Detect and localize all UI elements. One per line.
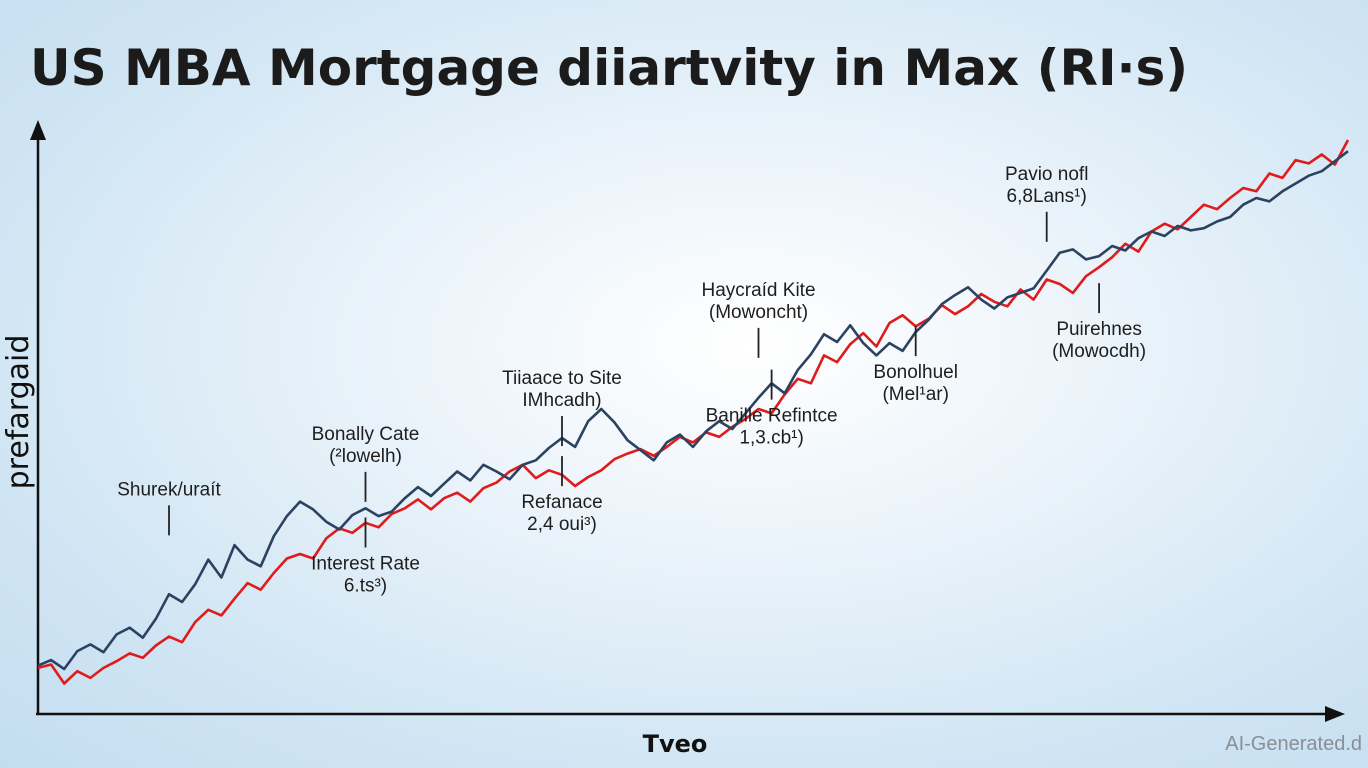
- x-axis-label: Tveo: [643, 730, 708, 758]
- chart-title: US MBA Mortgage diiartvity in Max (RI·s): [30, 39, 1188, 97]
- annotation-7: Haycraíd Kite(Mowoncht): [701, 280, 816, 358]
- annotation-label: Tiiaace to Site: [502, 368, 622, 389]
- annotation-label: 2,4 oui³): [527, 514, 597, 535]
- series-line-2: [37, 150, 1349, 671]
- annotation-label: IMhcadh): [522, 390, 601, 411]
- annotation-label: Interest Rate: [311, 553, 420, 574]
- annotation-label: Bonally Cate: [312, 424, 420, 445]
- annotation-label: Shurek/uraít: [117, 479, 221, 500]
- watermark: AI-Generated.d: [1225, 733, 1362, 755]
- annotation-label: (Mowoncht): [709, 302, 808, 323]
- annotation-label: (Mel¹ar): [882, 384, 949, 405]
- annotation-label: Pavio nofl: [1005, 164, 1088, 185]
- annotation-label: 1,3.cb¹): [739, 428, 803, 449]
- axes: [30, 120, 1345, 722]
- annotation-label: (Mowocdh): [1052, 341, 1146, 362]
- annotation-10: Puirehnes(Mowocdh): [1052, 283, 1146, 362]
- annotation-label: (²lowelh): [329, 446, 402, 467]
- annotation-label: Banille Refintce: [706, 406, 838, 427]
- annotation-label: 6.ts³): [344, 575, 387, 596]
- annotation-label: Haycraíd Kite: [701, 280, 815, 301]
- annotation-label: Bonolhuel: [873, 362, 958, 383]
- annotation-8: Bonolhuel(Mel¹ar): [873, 326, 958, 405]
- annotation-label: Refanace: [521, 492, 602, 513]
- annotation-1: Shurek/uraít: [117, 479, 221, 536]
- series-layer: [37, 139, 1350, 685]
- y-axis-label: prefargaid: [1, 335, 36, 490]
- x-axis-arrow: [1325, 706, 1345, 722]
- annotation-label: Puirehnes: [1056, 319, 1142, 340]
- series-line-1: [37, 139, 1350, 685]
- y-axis-arrow: [30, 120, 46, 140]
- annotation-3: Bonally Cate(²lowelh): [312, 424, 420, 502]
- annotation-label: 6,8Lans¹): [1007, 186, 1087, 207]
